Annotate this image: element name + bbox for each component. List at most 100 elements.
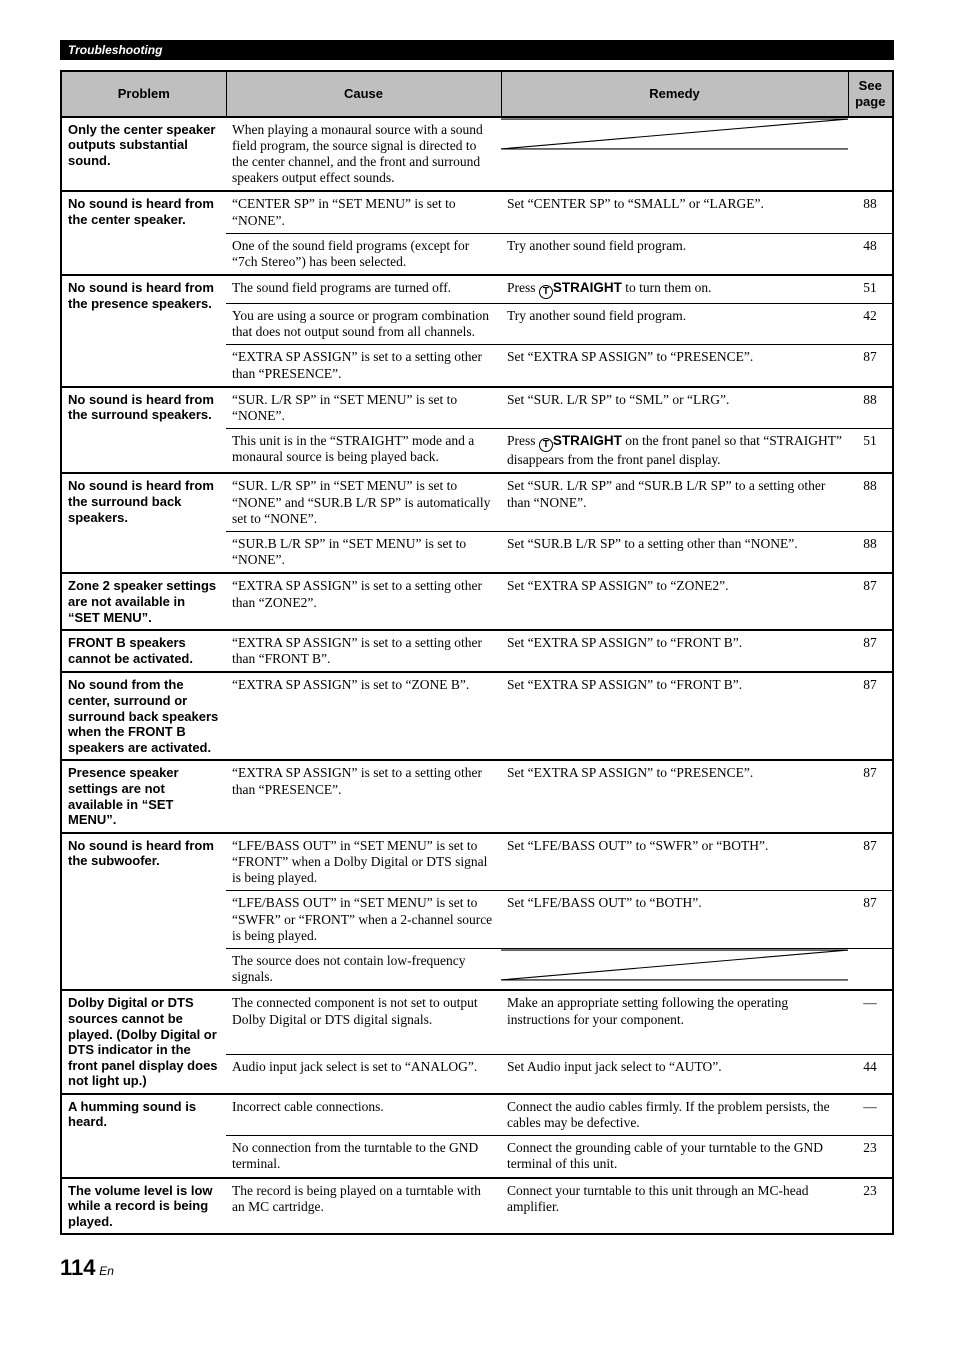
cause-cell: The sound field programs are turned off. xyxy=(226,275,501,304)
table-row: FRONT B speakers cannot be activated.“EX… xyxy=(61,630,893,672)
remedy-cell: Set “EXTRA SP ASSIGN” to “FRONT B”. xyxy=(501,630,848,672)
table-row: Zone 2 speaker settings are not availabl… xyxy=(61,573,893,630)
cause-cell: “EXTRA SP ASSIGN” is set to a setting ot… xyxy=(226,345,501,387)
page-cell: 51 xyxy=(848,275,893,304)
cause-cell: This unit is in the “STRAIGHT” mode and … xyxy=(226,429,501,474)
problem-cell: No sound is heard from the presence spea… xyxy=(61,275,226,387)
cause-cell: “EXTRA SP ASSIGN” is set to a setting ot… xyxy=(226,760,501,832)
table-row: Presence speaker settings are not availa… xyxy=(61,760,893,832)
remedy-cell: Set “SUR. L/R SP” to “SML” or “LRG”. xyxy=(501,387,848,429)
table-row: No sound is heard from the surround back… xyxy=(61,473,893,531)
page-cell: 87 xyxy=(848,630,893,672)
cause-cell: No connection from the turntable to the … xyxy=(226,1136,501,1178)
remedy-cell: Set “LFE/BASS OUT” to “BOTH”. xyxy=(501,891,848,949)
th-remedy: Remedy xyxy=(501,71,848,116)
remedy-cell: Try another sound field program. xyxy=(501,233,848,275)
remedy-cell: Set “EXTRA SP ASSIGN” to “PRESENCE”. xyxy=(501,760,848,832)
remedy-cell: Set “SUR.B L/R SP” to a setting other th… xyxy=(501,531,848,573)
cause-cell: “LFE/BASS OUT” in “SET MENU” is set to “… xyxy=(226,833,501,891)
page-cell: 48 xyxy=(848,233,893,275)
table-row: Only the center speaker outputs substant… xyxy=(61,117,893,192)
remedy-cell: Set “EXTRA SP ASSIGN” to “ZONE2”. xyxy=(501,573,848,630)
remedy-cell: Connect the grounding cable of your turn… xyxy=(501,1136,848,1178)
remedy-cell: Set “CENTER SP” to “SMALL” or “LARGE”. xyxy=(501,191,848,233)
table-row: No sound from the center, surround or su… xyxy=(61,672,893,760)
remedy-cell: Set “EXTRA SP ASSIGN” to “PRESENCE”. xyxy=(501,345,848,387)
cause-cell: “EXTRA SP ASSIGN” is set to “ZONE B”. xyxy=(226,672,501,760)
remedy-cell: Make an appropriate setting following th… xyxy=(501,990,848,1054)
cause-cell: “EXTRA SP ASSIGN” is set to a setting ot… xyxy=(226,630,501,672)
problem-cell: A humming sound is heard. xyxy=(61,1094,226,1178)
page-cell: 42 xyxy=(848,304,893,345)
table-row: Dolby Digital or DTS sources cannot be p… xyxy=(61,990,893,1054)
cause-cell: Incorrect cable connections. xyxy=(226,1094,501,1136)
table-row: The volume level is low while a record i… xyxy=(61,1178,893,1235)
cause-cell: The source does not contain low-frequenc… xyxy=(226,948,501,990)
table-row: A humming sound is heard.Incorrect cable… xyxy=(61,1094,893,1136)
remedy-cell: Connect your turntable to this unit thro… xyxy=(501,1178,848,1235)
th-problem: Problem xyxy=(61,71,226,116)
cause-cell: You are using a source or program combin… xyxy=(226,304,501,345)
remedy-cell: Set Audio input jack select to “AUTO”. xyxy=(501,1055,848,1094)
page-number: 114 xyxy=(60,1255,96,1280)
page-cell xyxy=(848,948,893,990)
problem-cell: FRONT B speakers cannot be activated. xyxy=(61,630,226,672)
problem-cell: Only the center speaker outputs substant… xyxy=(61,117,226,192)
page-cell: 88 xyxy=(848,473,893,531)
cause-cell: “SUR. L/R SP” in “SET MENU” is set to “N… xyxy=(226,473,501,531)
problem-cell: No sound is heard from the surround back… xyxy=(61,473,226,573)
th-page: See page xyxy=(848,71,893,116)
remedy-cell: Press TSTRAIGHT on the front panel so th… xyxy=(501,429,848,474)
page-cell: 23 xyxy=(848,1136,893,1178)
table-row: No sound is heard from the subwoofer.“LF… xyxy=(61,833,893,891)
page-cell xyxy=(848,117,893,192)
remedy-cell: Set “EXTRA SP ASSIGN” to “FRONT B”. xyxy=(501,672,848,760)
remedy-cell xyxy=(501,117,848,192)
page-cell: 87 xyxy=(848,891,893,949)
table-body: Only the center speaker outputs substant… xyxy=(61,117,893,1235)
page-cell: 87 xyxy=(848,672,893,760)
page-cell: — xyxy=(848,1094,893,1136)
table-head: Problem Cause Remedy See page xyxy=(61,71,893,116)
page-cell: 88 xyxy=(848,387,893,429)
remedy-cell: Try another sound field program. xyxy=(501,304,848,345)
cause-cell: The connected component is not set to ou… xyxy=(226,990,501,1054)
remedy-cell xyxy=(501,948,848,990)
problem-cell: No sound is heard from the subwoofer. xyxy=(61,833,226,991)
cause-cell: One of the sound field programs (except … xyxy=(226,233,501,275)
cause-cell: “EXTRA SP ASSIGN” is set to a setting ot… xyxy=(226,573,501,630)
remedy-cell: Set “LFE/BASS OUT” to “SWFR” or “BOTH”. xyxy=(501,833,848,891)
th-cause: Cause xyxy=(226,71,501,116)
page-cell: 88 xyxy=(848,191,893,233)
page-cell: — xyxy=(848,990,893,1054)
cause-cell: Audio input jack select is set to “ANALO… xyxy=(226,1055,501,1094)
problem-cell: No sound from the center, surround or su… xyxy=(61,672,226,760)
cause-cell: When playing a monaural source with a so… xyxy=(226,117,501,192)
table-row: No sound is heard from the center speake… xyxy=(61,191,893,233)
troubleshooting-table: Problem Cause Remedy See page Only the c… xyxy=(60,70,894,1235)
page-cell: 87 xyxy=(848,833,893,891)
remedy-cell: Press TSTRAIGHT to turn them on. xyxy=(501,275,848,304)
cause-cell: The record is being played on a turntabl… xyxy=(226,1178,501,1235)
cause-cell: “LFE/BASS OUT” in “SET MENU” is set to “… xyxy=(226,891,501,949)
cause-cell: “CENTER SP” in “SET MENU” is set to “NON… xyxy=(226,191,501,233)
problem-cell: No sound is heard from the center speake… xyxy=(61,191,226,275)
problem-cell: No sound is heard from the surround spea… xyxy=(61,387,226,474)
problem-cell: Zone 2 speaker settings are not availabl… xyxy=(61,573,226,630)
page-footer: 114 En xyxy=(60,1255,894,1281)
page-cell: 51 xyxy=(848,429,893,474)
table-row: No sound is heard from the presence spea… xyxy=(61,275,893,304)
remedy-cell: Connect the audio cables firmly. If the … xyxy=(501,1094,848,1136)
page-cell: 88 xyxy=(848,531,893,573)
cause-cell: “SUR.B L/R SP” in “SET MENU” is set to “… xyxy=(226,531,501,573)
problem-cell: The volume level is low while a record i… xyxy=(61,1178,226,1235)
problem-cell: Presence speaker settings are not availa… xyxy=(61,760,226,832)
section-tag: Troubleshooting xyxy=(60,40,894,60)
page-cell: 87 xyxy=(848,760,893,832)
page-cell: 44 xyxy=(848,1055,893,1094)
page-cell: 23 xyxy=(848,1178,893,1235)
cause-cell: “SUR. L/R SP” in “SET MENU” is set to “N… xyxy=(226,387,501,429)
page-cell: 87 xyxy=(848,345,893,387)
table-row: No sound is heard from the surround spea… xyxy=(61,387,893,429)
page-cell: 87 xyxy=(848,573,893,630)
